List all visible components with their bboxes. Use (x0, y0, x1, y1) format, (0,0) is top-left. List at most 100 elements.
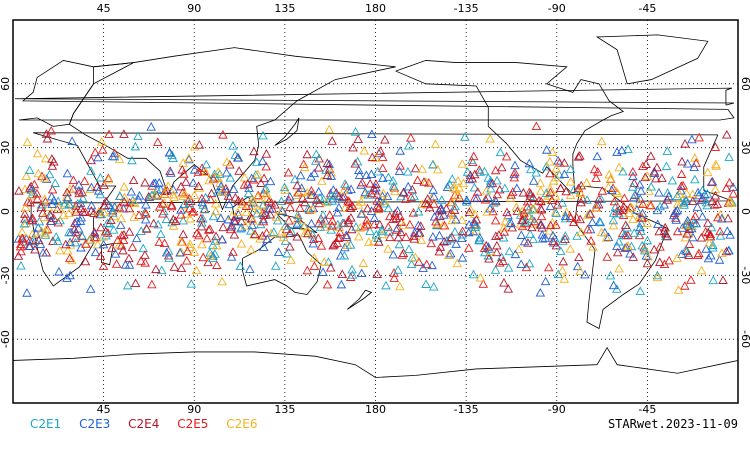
observation-marker (140, 214, 151, 224)
observation-marker (499, 227, 510, 236)
observation-marker (53, 217, 64, 227)
observation-marker (688, 196, 698, 205)
observation-marker (557, 197, 567, 207)
observation-marker (522, 196, 533, 206)
observation-marker (445, 234, 455, 243)
observation-marker (555, 183, 566, 193)
observation-marker (327, 196, 338, 205)
observation-marker (451, 239, 461, 248)
observation-marker (457, 159, 468, 168)
observation-marker (261, 188, 272, 198)
observation-marker (327, 220, 337, 230)
observation-marker (517, 206, 528, 215)
observation-marker (222, 157, 232, 166)
observation-marker (184, 198, 195, 207)
observation-marker (373, 203, 384, 213)
observation-marker (501, 151, 512, 161)
observation-marker (702, 200, 713, 210)
observation-marker (497, 162, 507, 172)
observation-marker (62, 273, 72, 282)
observation-marker (110, 249, 121, 258)
observation-marker (438, 210, 449, 219)
observation-marker (560, 234, 570, 243)
observation-marker (558, 256, 568, 266)
observation-marker (230, 216, 241, 226)
observation-marker (119, 129, 129, 138)
observation-marker (460, 132, 470, 141)
observation-marker (446, 207, 457, 217)
observation-marker (548, 230, 558, 240)
observation-marker (39, 173, 50, 183)
observation-marker (154, 201, 165, 211)
observation-marker (410, 163, 421, 173)
observation-marker (628, 214, 638, 223)
observation-marker (357, 177, 367, 187)
lat-tick-label: -30 (739, 266, 750, 284)
observation-marker (635, 210, 645, 220)
observation-marker (168, 221, 179, 230)
observation-marker (77, 230, 87, 240)
observation-marker (39, 212, 49, 222)
observation-marker (637, 208, 648, 218)
observation-marker (233, 209, 244, 219)
observation-marker (397, 250, 408, 259)
observation-marker (369, 219, 379, 229)
observation-marker (710, 159, 721, 169)
observation-marker (558, 236, 568, 245)
observation-marker (664, 255, 674, 265)
observation-marker (642, 171, 653, 180)
observation-marker (201, 159, 212, 169)
observation-marker (576, 227, 586, 237)
observation-marker (697, 211, 708, 221)
observation-marker (372, 196, 382, 205)
observation-marker (166, 200, 177, 209)
observation-marker (248, 197, 258, 207)
lon-tick-label: -45 (638, 403, 656, 416)
observation-marker (86, 182, 97, 192)
observation-marker (469, 169, 480, 179)
observation-marker (335, 227, 345, 236)
observation-marker (302, 187, 312, 197)
observation-marker (635, 222, 645, 232)
observation-marker (610, 202, 621, 211)
observation-marker (642, 258, 653, 268)
observation-marker (713, 212, 723, 222)
observation-marker (512, 183, 522, 193)
observation-marker (189, 165, 200, 174)
observation-marker (470, 209, 480, 218)
observation-marker (545, 201, 556, 211)
observation-marker (453, 176, 463, 185)
observation-marker (347, 264, 357, 274)
observation-marker (700, 226, 711, 236)
observation-marker (161, 214, 172, 224)
observation-marker (457, 252, 468, 262)
observation-marker (494, 257, 505, 267)
observation-marker (327, 136, 337, 145)
observation-marker (381, 280, 391, 290)
observation-marker (379, 198, 389, 208)
observation-marker (367, 152, 378, 162)
observation-marker (492, 175, 502, 185)
observation-marker (492, 189, 502, 199)
observation-marker (362, 215, 372, 225)
observation-marker (435, 242, 446, 251)
observation-marker (715, 226, 725, 236)
observation-marker (95, 172, 106, 182)
observation-marker (596, 194, 606, 203)
observation-marker (66, 227, 76, 237)
observation-marker (623, 144, 633, 153)
observation-marker (164, 147, 175, 157)
observation-marker (184, 153, 194, 162)
observation-marker (177, 187, 188, 197)
observation-marker (363, 190, 373, 199)
observation-marker (64, 253, 75, 263)
observation-marker (55, 215, 65, 225)
observation-marker (372, 166, 383, 176)
observation-marker (161, 247, 172, 257)
observation-marker (691, 218, 702, 228)
observation-marker (85, 234, 96, 244)
observation-marker (412, 175, 423, 185)
observation-marker (230, 192, 241, 202)
observation-marker (512, 206, 523, 215)
observation-marker (234, 166, 244, 175)
